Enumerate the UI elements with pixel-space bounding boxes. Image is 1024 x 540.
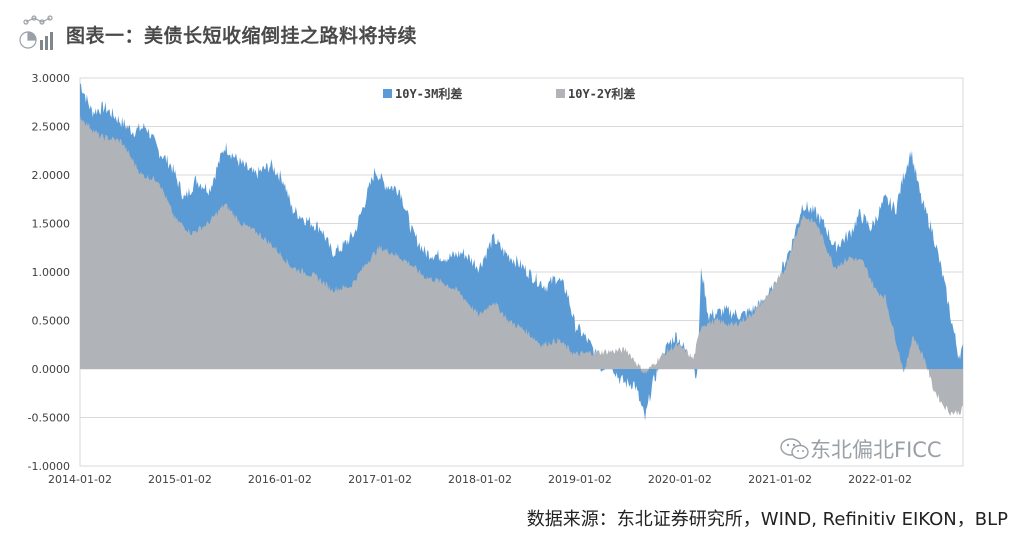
y-tick-label: 2.5000 <box>32 121 71 134</box>
x-tick-label: 2022-01-02 <box>848 473 912 486</box>
legend-item-10y-3m-label: 10Y-3M利差 <box>395 86 462 101</box>
legend-item-10y-2y-swatch <box>556 89 565 98</box>
x-tick-label: 2020-01-02 <box>648 473 712 486</box>
y-tick-label: 2.0000 <box>32 169 71 182</box>
wechat-icon <box>780 438 809 460</box>
chart-logo-icon <box>19 15 53 50</box>
y-tick-label: 0.5000 <box>32 315 71 328</box>
x-tick-label: 2015-01-02 <box>148 473 212 486</box>
x-tick-label: 2017-01-02 <box>348 473 412 486</box>
spread-area-chart: 3.0000 2.5000 2.0000 1.5000 1.0000 0.5000 0.00… <box>28 72 964 486</box>
source-note: 数据来源：东北证券研究所，WIND, Refinitiv EIKON，BLP <box>526 509 1008 530</box>
chart-header: 图表一：美债长短收缩倒挂之路料将持续 <box>14 12 417 56</box>
legend-item-10y-2y-label: 10Y-2Y利差 <box>568 86 635 101</box>
series-10y-2y-area <box>80 114 963 417</box>
y-tick-label: -0.5000 <box>28 412 70 425</box>
watermark-text: 东北偏北FICC <box>810 438 942 462</box>
y-tick-label: 1.0000 <box>32 266 71 279</box>
y-tick-label: -1.0000 <box>28 460 70 473</box>
y-tick-label: 3.0000 <box>32 72 71 85</box>
x-tick-label: 2014-01-02 <box>48 473 112 486</box>
legend: 10Y-3M利差 10Y-2Y利差 <box>383 86 635 101</box>
legend-item-10y-3m-swatch <box>383 89 392 98</box>
x-tick-label: 2018-01-02 <box>448 473 512 486</box>
x-tick-label: 2016-01-02 <box>248 473 312 486</box>
y-tick-label: 0.0000 <box>32 363 71 376</box>
area-series <box>80 83 963 421</box>
y-tick-label: 1.5000 <box>32 218 71 231</box>
axes: 3.0000 2.5000 2.0000 1.5000 1.0000 0.5000 0.00… <box>28 72 912 486</box>
page-title: 图表一：美债长短收缩倒挂之路料将持续 <box>66 24 418 47</box>
x-tick-label: 2019-01-02 <box>548 473 612 486</box>
watermark: 东北偏北FICC <box>780 434 942 464</box>
x-tick-label: 2021-01-02 <box>748 473 812 486</box>
